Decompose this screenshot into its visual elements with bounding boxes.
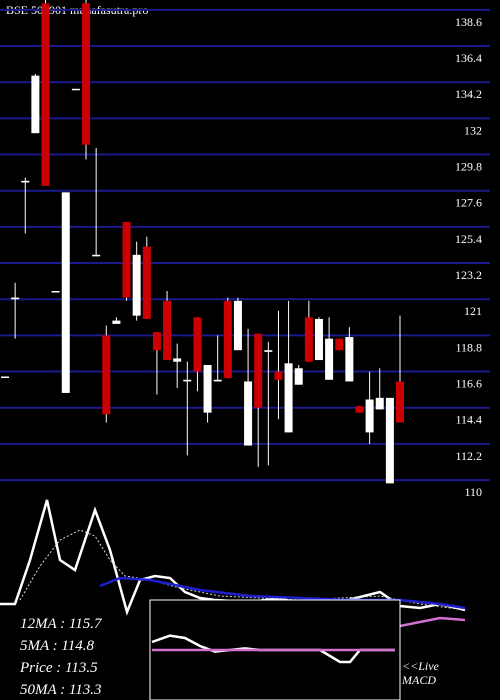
candle-body <box>244 381 253 446</box>
candle-body <box>51 291 60 293</box>
y-tick-label: 134.2 <box>455 87 482 101</box>
candle-body <box>314 318 323 361</box>
annotation: <<Live <box>402 659 440 673</box>
candle-body <box>193 317 202 372</box>
y-tick-label: 110 <box>464 485 482 499</box>
candle-body <box>132 254 141 316</box>
legend-label: 12MA : 115.7 <box>20 616 103 632</box>
candle-body <box>396 381 404 423</box>
candle-body <box>41 3 50 186</box>
candle-body <box>71 88 80 91</box>
y-tick-label: 127.6 <box>455 196 482 210</box>
candle-body <box>102 335 111 415</box>
candle-body <box>31 75 40 134</box>
candle-body <box>264 350 273 352</box>
macd-title: MACD <box>401 673 436 687</box>
candle-body <box>11 297 20 300</box>
candle-body <box>163 300 172 361</box>
series-line <box>99 576 466 610</box>
legend-label: 50MA : 113.3 <box>20 682 102 698</box>
y-tick-label: 136.4 <box>455 51 482 65</box>
y-tick-label: 118.8 <box>455 340 482 354</box>
candle-body <box>274 371 283 380</box>
candle-body <box>142 246 151 319</box>
candle-body <box>254 333 263 408</box>
y-tick-label: 112.2 <box>455 449 482 463</box>
y-tick-label: 116.6 <box>455 377 482 391</box>
candle-body <box>92 254 101 257</box>
candle-body <box>173 358 182 362</box>
y-tick-label: 129.8 <box>455 160 482 174</box>
candle-body <box>183 379 192 382</box>
candle-body <box>294 368 303 385</box>
candle-body <box>365 399 374 433</box>
candle-body <box>325 338 334 380</box>
candle-body <box>122 221 131 298</box>
series-line <box>0 499 466 616</box>
candle-body <box>213 379 222 382</box>
candle-body <box>1 376 9 378</box>
candle-body <box>304 317 313 362</box>
legend-label: Price : 113.5 <box>19 660 98 676</box>
candle-body <box>152 332 161 351</box>
y-tick-label: 114.4 <box>455 413 482 427</box>
candle-body <box>112 320 121 324</box>
candle-body <box>61 192 70 393</box>
candle-body <box>284 363 293 433</box>
candle-body <box>223 300 232 379</box>
candle-body <box>203 364 212 413</box>
y-tick-label: 123.2 <box>455 268 482 282</box>
candle-body <box>345 337 354 382</box>
candle-body <box>375 397 384 410</box>
candle-body <box>335 338 344 351</box>
y-tick-label: 138.6 <box>455 15 482 29</box>
y-tick-label: 125.4 <box>455 232 482 246</box>
y-tick-label: 121 <box>464 304 482 318</box>
series-line <box>399 616 466 628</box>
candle-body <box>355 406 364 413</box>
y-tick-label: 132 <box>464 123 482 137</box>
candle-body <box>21 180 30 183</box>
candle-body <box>385 397 394 484</box>
candle-body <box>82 3 91 145</box>
series-line <box>19 529 466 611</box>
legend-label: 5MA : 114.8 <box>20 638 95 654</box>
candle-body <box>233 300 242 351</box>
